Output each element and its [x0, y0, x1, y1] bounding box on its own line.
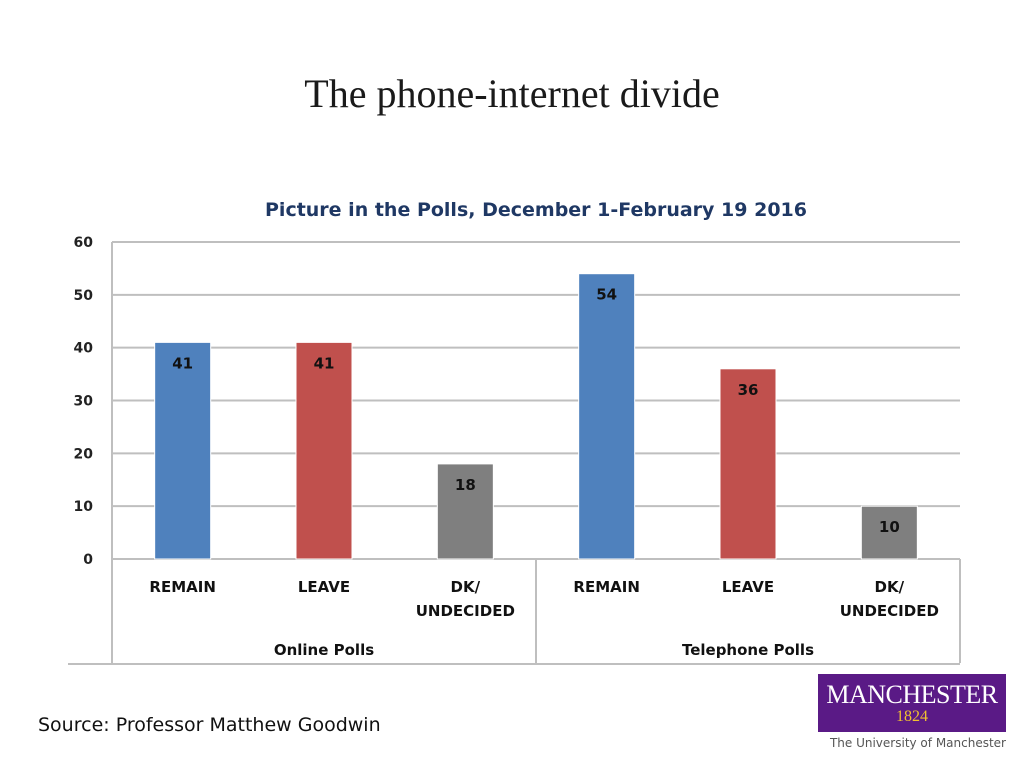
logo-box: MANCHESTER 1824	[818, 674, 1006, 732]
category-label: UNDECIDED	[416, 602, 515, 620]
category-label: DK/	[875, 578, 905, 596]
category-label: LEAVE	[298, 578, 350, 596]
logo-name: MANCHESTER	[826, 680, 998, 709]
category-label: REMAIN	[573, 578, 639, 596]
group-label: Online Polls	[274, 641, 374, 659]
bar	[860, 505, 918, 560]
logo-year: 1824	[896, 708, 928, 725]
category-label: LEAVE	[722, 578, 774, 596]
slide-title: The phone-internet divide	[304, 71, 720, 116]
bar-value-label: 18	[455, 476, 476, 494]
bar	[295, 341, 353, 560]
category-label: UNDECIDED	[840, 602, 939, 620]
bar-value-label: 41	[314, 354, 335, 372]
bar-value-label: 54	[596, 286, 617, 304]
y-tick-label: 40	[74, 341, 94, 357]
bar	[719, 368, 777, 560]
y-tick-label: 30	[74, 394, 94, 410]
group-label: Telephone Polls	[682, 641, 814, 659]
chart-title: Picture in the Polls, December 1-Februar…	[265, 199, 807, 221]
university-logo: MANCHESTER 1824 The University of Manche…	[818, 674, 1006, 754]
y-tick-label: 0	[83, 552, 93, 568]
bar-value-label: 10	[879, 518, 900, 536]
bar-value-label: 41	[172, 354, 193, 372]
logo-subtitle: The University of Manchester	[829, 736, 1006, 750]
source-caption: Source: Professor Matthew Goodwin	[38, 714, 381, 736]
y-tick-label: 10	[74, 499, 94, 515]
bar-value-label: 36	[738, 381, 759, 399]
y-tick-label: 60	[74, 235, 94, 251]
bar	[436, 463, 494, 560]
y-tick-label: 50	[74, 288, 94, 304]
y-tick-label: 20	[74, 446, 94, 462]
category-label: REMAIN	[149, 578, 215, 596]
bar	[154, 341, 212, 560]
bar	[578, 273, 636, 560]
category-label: DK/	[451, 578, 481, 596]
